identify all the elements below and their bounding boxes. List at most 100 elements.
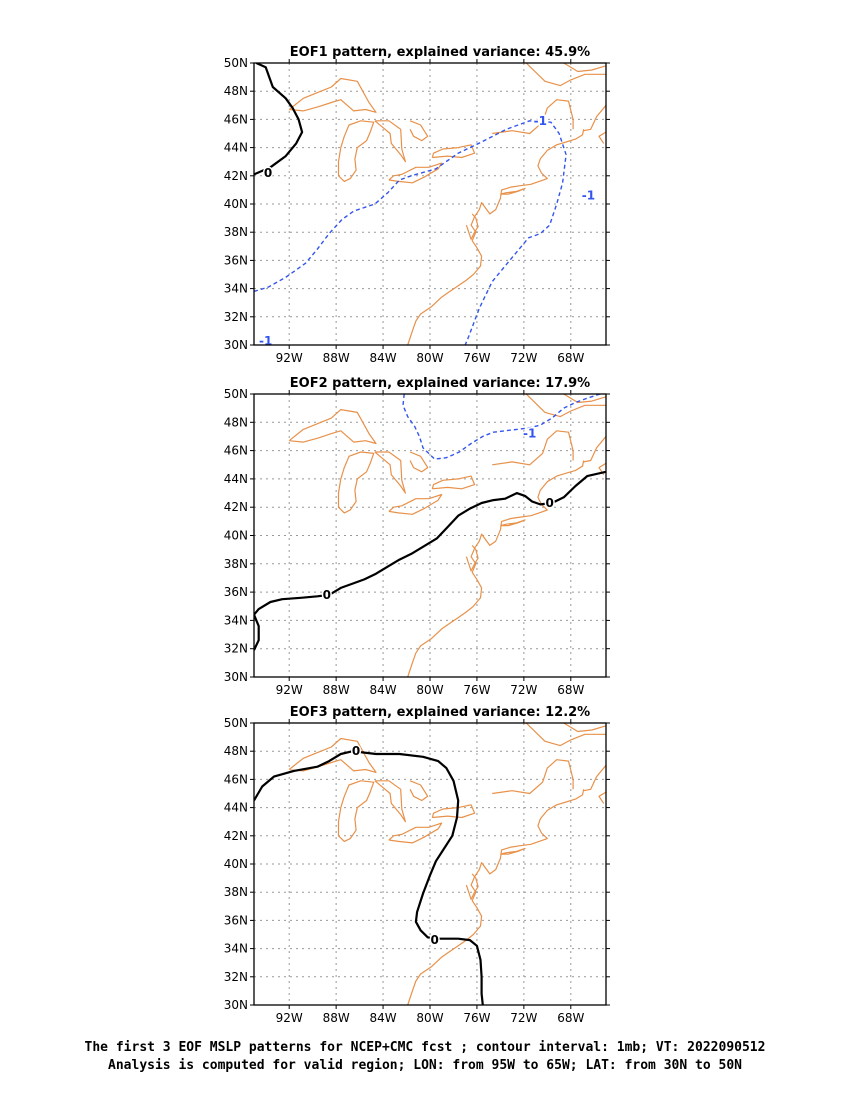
contour-label: -1: [259, 334, 272, 348]
y-tick-label: 48N: [224, 415, 248, 429]
x-tick-label: 92W: [276, 683, 303, 697]
coastline: [409, 451, 429, 473]
x-tick-label: 80W: [416, 683, 443, 697]
coastline: [288, 737, 377, 773]
grid-lines: [254, 63, 606, 345]
x-tick-label: 84W: [369, 683, 396, 697]
x-tick-label: 68W: [557, 1011, 584, 1025]
coastline: [337, 451, 375, 514]
coastline: [598, 131, 606, 144]
caption-line-1: The first 3 EOF MSLP patterns for NCEP+C…: [84, 1040, 766, 1055]
x-tick-label: 92W: [276, 351, 303, 365]
contour-label: -1: [523, 427, 536, 441]
y-tick-label: 40N: [224, 197, 248, 211]
coastline: [388, 822, 443, 844]
coastline: [525, 63, 606, 87]
grid-lines: [254, 394, 606, 677]
coastline: [407, 129, 585, 345]
y-tick-label: 32N: [224, 970, 248, 984]
coastline: [337, 780, 375, 842]
contour-line-level-0: [254, 470, 606, 651]
contours: [254, 750, 484, 1005]
coastline: [492, 430, 574, 466]
y-tick-label: 44N: [224, 141, 248, 155]
x-tick-label: 76W: [463, 1011, 490, 1025]
x-tick-label: 68W: [557, 351, 584, 365]
eof-panel-2: EOF2 pattern, explained variance: 17.9% 0…: [224, 376, 610, 697]
y-tick-label: 38N: [224, 885, 248, 899]
eof-panel-3: EOF3 pattern, explained variance: 12.2% 0…: [224, 705, 610, 1025]
y-tick-label: 40N: [224, 529, 248, 543]
panel-title: EOF2 pattern, explained variance: 17.9%: [290, 376, 590, 391]
x-tick-label: 88W: [323, 683, 350, 697]
coastline: [583, 436, 606, 463]
x-tick-label: 72W: [510, 683, 537, 697]
x-tick-label: 84W: [369, 1011, 396, 1025]
coastline: [407, 789, 585, 1005]
y-tick-label: 50N: [224, 716, 248, 730]
coastline: [500, 847, 526, 855]
y-tick-label: 30N: [224, 338, 248, 352]
coastline: [431, 475, 476, 490]
y-tick-label: 38N: [224, 225, 248, 239]
x-tick-label: 88W: [323, 351, 350, 365]
coastline: [598, 791, 606, 804]
coastline: [409, 780, 429, 802]
x-tick-label: 80W: [416, 1011, 443, 1025]
eof-panel-1: EOF1 pattern, explained variance: 45.9% 0…: [224, 45, 610, 365]
y-tick-label: 36N: [224, 585, 248, 599]
coastline: [374, 451, 406, 494]
coastline: [407, 460, 585, 677]
contour-line-level-0: [254, 63, 304, 176]
x-tick-label: 68W: [557, 683, 584, 697]
axes: [250, 59, 610, 349]
coastline: [431, 804, 476, 819]
y-tick-label: 42N: [224, 500, 248, 514]
coastline: [465, 213, 479, 240]
contour-label: -1: [534, 114, 547, 128]
x-tick-label: 76W: [463, 683, 490, 697]
coastline: [563, 63, 606, 73]
coastline: [500, 519, 526, 527]
grid-lines: [254, 723, 606, 1005]
contour-label: 0: [323, 588, 331, 602]
y-tick-label: 42N: [224, 169, 248, 183]
coastline: [492, 99, 574, 135]
coastline: [583, 104, 606, 132]
y-tick-label: 48N: [224, 744, 248, 758]
coastline: [583, 764, 606, 792]
coastline: [374, 780, 406, 823]
coastline: [288, 409, 377, 445]
x-tick-label: 76W: [463, 351, 490, 365]
contour-line-level-0: [254, 750, 484, 1005]
coastline: [288, 77, 377, 113]
panel-title: EOF1 pattern, explained variance: 45.9%: [290, 45, 590, 60]
y-tick-label: 36N: [224, 253, 248, 267]
y-tick-label: 44N: [224, 472, 248, 486]
coastline: [465, 545, 479, 572]
contour-label: -1: [582, 189, 595, 203]
x-tick-label: 72W: [510, 351, 537, 365]
x-tick-label: 92W: [276, 1011, 303, 1025]
contour-line-level--1: [402, 394, 601, 460]
y-tick-label: 42N: [224, 829, 248, 843]
basemap: [288, 394, 606, 677]
contour-label: 0: [352, 744, 360, 758]
coastline: [431, 144, 476, 159]
y-tick-label: 30N: [224, 670, 248, 684]
y-tick-label: 30N: [224, 998, 248, 1012]
y-tick-label: 32N: [224, 310, 248, 324]
coastline: [563, 723, 606, 733]
panel-title: EOF3 pattern, explained variance: 12.2%: [290, 705, 590, 720]
basemap: [288, 723, 606, 1005]
y-tick-label: 38N: [224, 557, 248, 571]
y-tick-label: 34N: [224, 942, 248, 956]
y-tick-label: 32N: [224, 642, 248, 656]
contour-label: 0: [264, 166, 272, 180]
y-tick-label: 40N: [224, 857, 248, 871]
x-tick-label: 88W: [323, 1011, 350, 1025]
coastline: [465, 873, 479, 900]
y-tick-label: 46N: [224, 772, 248, 786]
coastline: [563, 394, 606, 404]
